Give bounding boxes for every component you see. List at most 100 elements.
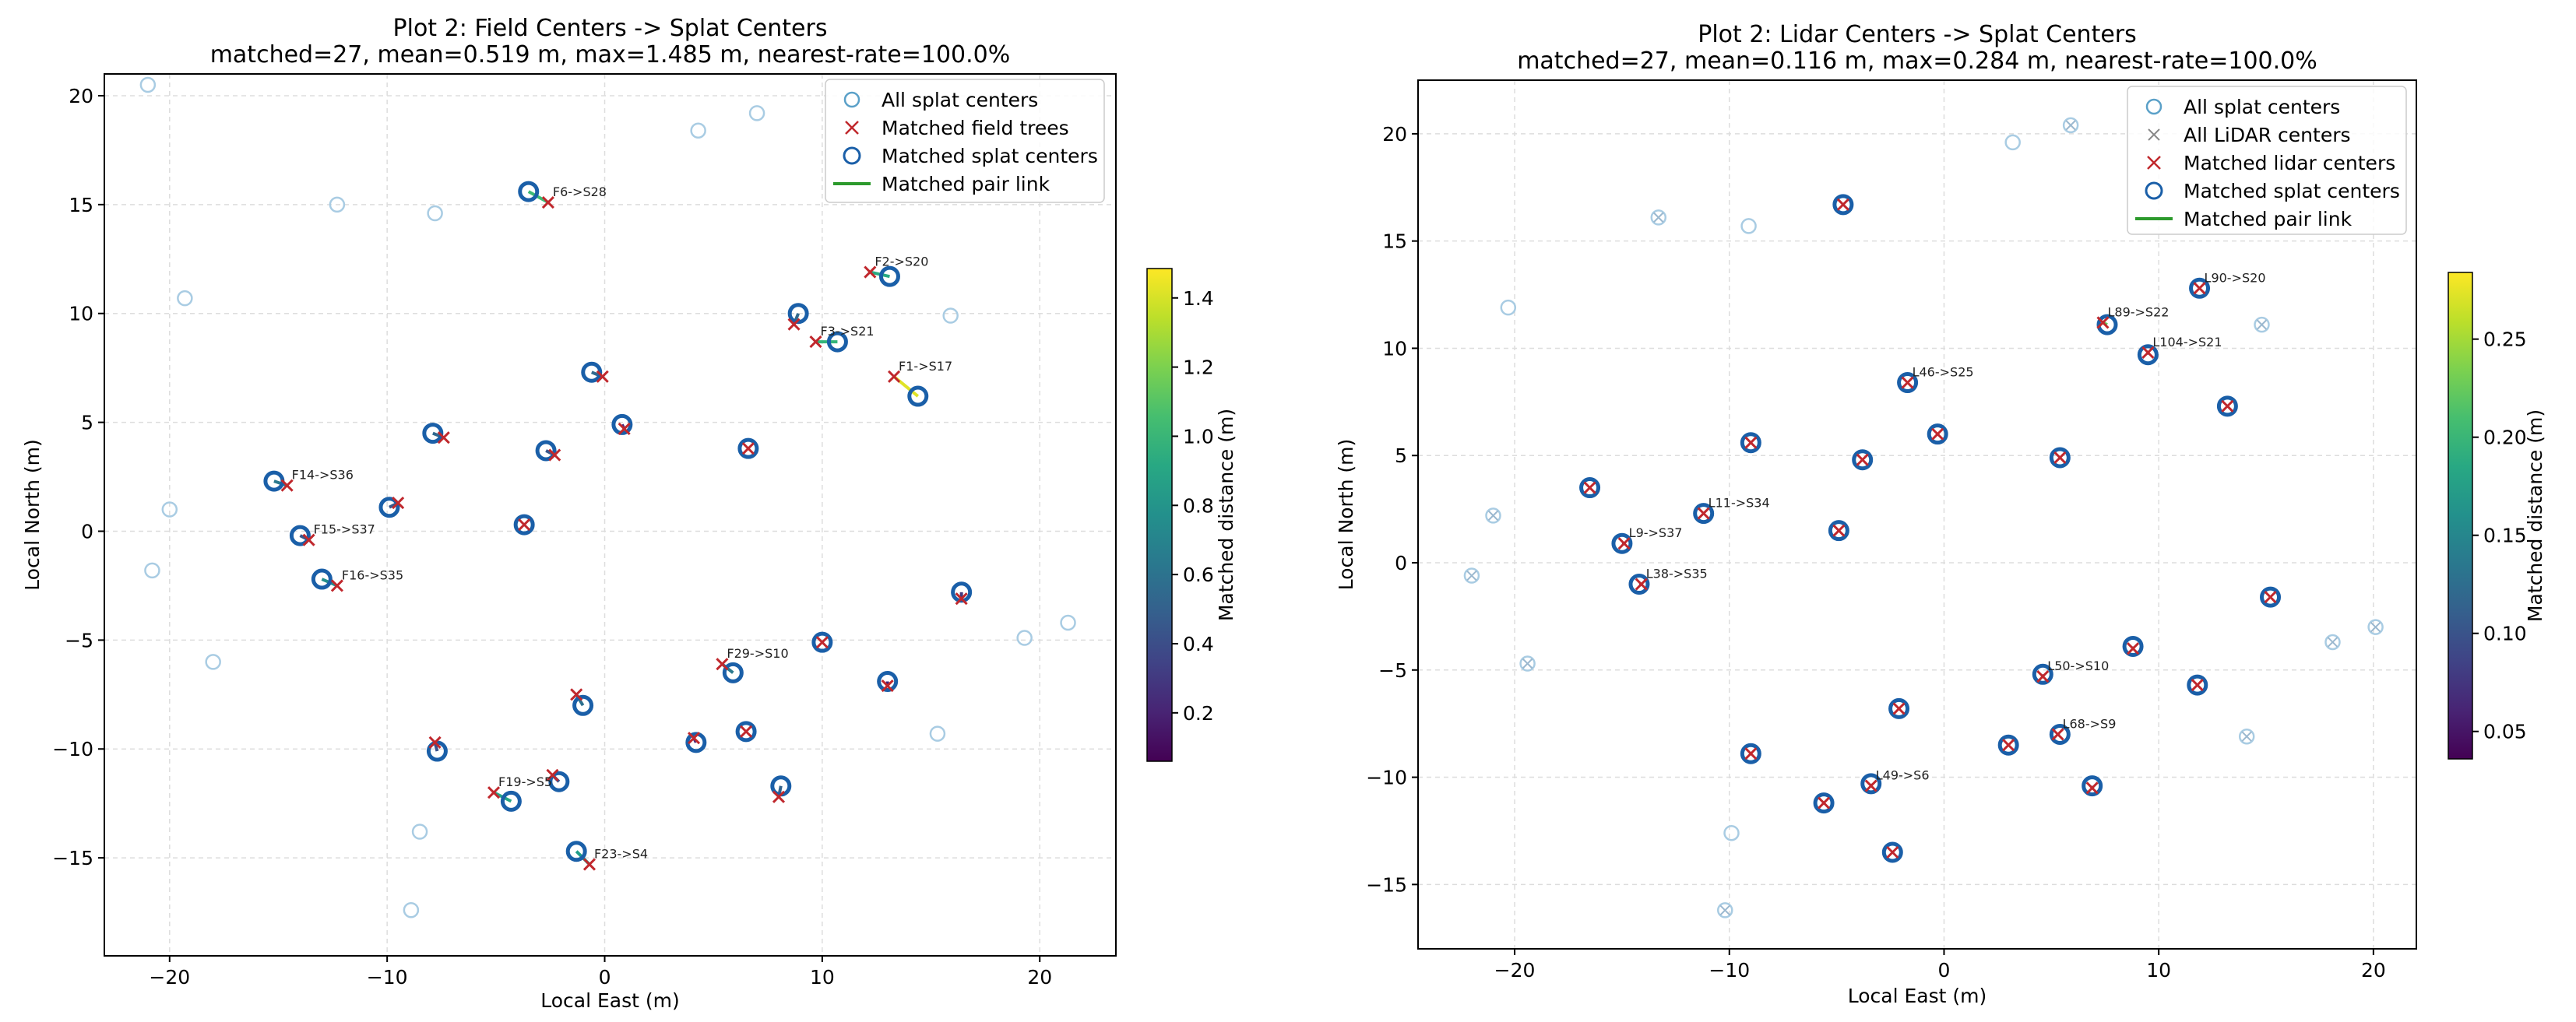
matched-splat-point (2096, 314, 2118, 335)
matched-splat-point (500, 790, 522, 812)
y-tick-label: −10 (1366, 767, 1407, 789)
y-tick-label: 10 (69, 303, 93, 325)
matched-field-tree-point (546, 768, 559, 781)
y-tick-label: 15 (69, 194, 93, 216)
lidar-center-point (1653, 212, 1664, 223)
matched-splat-point (2032, 663, 2053, 685)
matched-field-tree-point (741, 442, 755, 455)
y-tick-label: 5 (81, 412, 93, 434)
splat-center-point (1500, 299, 1517, 316)
pair-annotation: F2->S20 (875, 255, 928, 269)
pair-annotation: F3->S21 (820, 324, 874, 339)
matched-lidar-point (1931, 427, 1944, 441)
matched-splat-point (1897, 372, 1919, 394)
splat-center-point (2004, 134, 2021, 151)
matched-field-tree-point (716, 658, 729, 671)
colorbar (1146, 268, 1173, 762)
splat-center-point (1485, 507, 1501, 524)
matched-lidar-point (1635, 578, 1648, 591)
legend-label: Matched pair link (882, 173, 1050, 195)
matched-lidar-point (1886, 845, 1899, 859)
matched-field-tree-point (887, 370, 901, 383)
pair-annotation: F1->S17 (899, 359, 952, 374)
pair-annotation: L11->S34 (1709, 496, 1770, 511)
colorbar-tick-label: 0.4 (1183, 633, 1214, 655)
lidar-center-point (2327, 637, 2338, 648)
matched-lidar-point (2221, 399, 2234, 413)
splat-center-point (161, 501, 178, 518)
matched-field-tree-point (618, 422, 631, 436)
matched-splat-point (1860, 773, 1882, 795)
pair-annotation: F19->S5 (498, 774, 552, 789)
colorbar-tick-label: 1.4 (1183, 287, 1214, 310)
matched-lidar-point (2053, 451, 2067, 465)
legend-marker-matched-splat (843, 146, 861, 165)
matched-splat-point (2187, 674, 2208, 696)
matched-splat-point (2122, 635, 2144, 657)
matched-lidar-point (2036, 669, 2050, 683)
legend-label: All LiDAR centers (2184, 124, 2351, 146)
y-tick-label: 15 (1382, 230, 1407, 253)
matched-splat-point (2049, 723, 2071, 745)
y-tick-label: 20 (1382, 123, 1407, 146)
colorbar-tick-label: 1.0 (1183, 425, 1214, 448)
y-axis-label: Local North (m) (21, 439, 44, 590)
matched-splat-point (737, 437, 759, 459)
splat-center-point (929, 725, 946, 742)
matched-splat-point (811, 631, 833, 653)
matched-lidar-point (2002, 739, 2015, 752)
lidar-center-point (1719, 904, 1730, 916)
colorbar-tick-label: 0.20 (2483, 427, 2527, 449)
matched-field-tree-point (596, 370, 609, 383)
matched-splat-point (378, 497, 400, 518)
matched-splat-point (518, 181, 540, 202)
colorbar-label: Matched distance (m) (1215, 409, 1237, 621)
splat-center-point (2238, 728, 2255, 745)
colorbar-label: Matched distance (m) (2524, 409, 2546, 622)
matched-splat-point (787, 303, 809, 325)
pair-annotation: L68->S9 (2063, 716, 2117, 731)
matched-splat-point (1813, 792, 1835, 814)
x-tick-label: 20 (2361, 959, 2386, 982)
matched-splat-point (685, 732, 707, 753)
y-tick-label: −5 (65, 629, 93, 651)
matched-splat-point (1832, 194, 1854, 216)
legend-label: Matched pair link (2184, 208, 2353, 230)
pair-annotation: L104->S21 (2152, 335, 2222, 349)
plot-subtitle: matched=27, mean=0.519 m, max=1.485 m, n… (210, 41, 1011, 68)
colorbar-tick-label: 0.2 (1183, 702, 1214, 725)
plot-1: Plot 2: Field Centers -> Splat Centersma… (21, 15, 1237, 1012)
plot-title: Plot 2: Lidar Centers -> Splat Centers (1698, 21, 2137, 48)
x-axis-label: Local East (m) (540, 989, 680, 1012)
x-tick-label: 0 (1938, 959, 1951, 982)
splat-center-point (144, 562, 160, 579)
legend-label: Matched splat centers (882, 145, 1098, 167)
pair-annotation: F15->S37 (314, 522, 375, 537)
lidar-center-point (1466, 570, 1477, 581)
splat-center-point (411, 824, 428, 840)
plot-2: Plot 2: Lidar Centers -> Splat Centersma… (1335, 21, 2546, 1007)
matched-splat-point (951, 581, 973, 603)
matched-field-tree-point (392, 497, 405, 510)
matched-lidar-point (1744, 436, 1758, 449)
matched-splat-point (311, 568, 333, 590)
matched-lidar-point (2264, 591, 2277, 604)
matched-splat-point (2137, 344, 2159, 366)
matched-field-tree-point (864, 265, 877, 279)
matched-splat-point (535, 440, 557, 462)
x-axis-label: Local East (m) (1848, 985, 1987, 1007)
matched-lidar-point (1744, 747, 1758, 760)
splat-center-point (2367, 619, 2384, 635)
matched-splat-point (422, 423, 444, 444)
legend-marker-matched (845, 121, 859, 135)
x-tick-label: 0 (599, 966, 611, 989)
matched-field-tree-point (302, 533, 315, 546)
splat-center-point (205, 654, 221, 670)
splat-center-point (139, 76, 157, 93)
pair-annotation: L89->S22 (2107, 304, 2169, 319)
matched-field-tree-point (809, 335, 822, 349)
splat-center-point (177, 290, 193, 307)
matched-lidar-point (1697, 507, 1710, 520)
splat-center-point (942, 307, 959, 324)
splat-center-point (1740, 218, 1757, 234)
